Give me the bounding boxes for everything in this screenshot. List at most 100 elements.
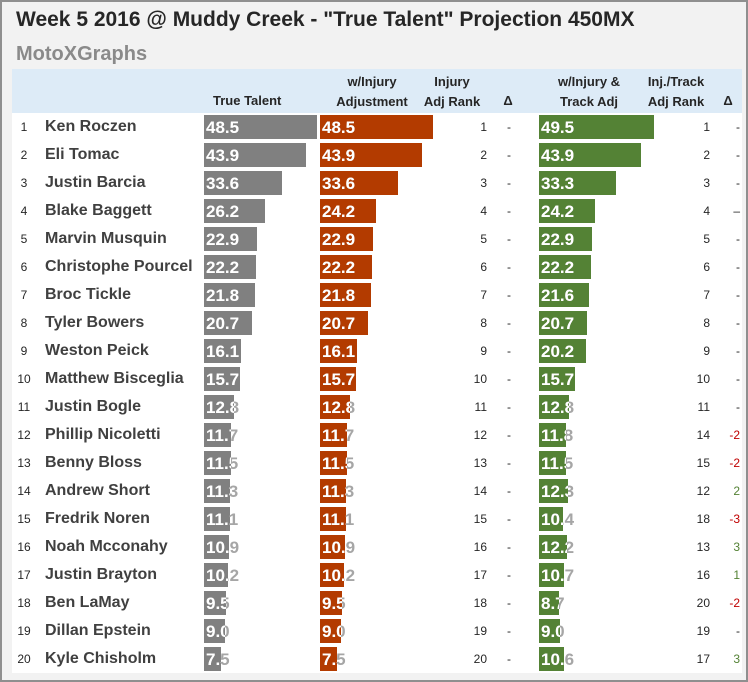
true-talent-value-inbar: 9.0 <box>206 622 225 641</box>
rider-name: Tyler Bowers <box>45 314 145 331</box>
injury-adj-value-clip: 11.5 <box>320 449 347 477</box>
track-adj-value-inbar: 21.6 <box>541 286 575 305</box>
track-adj-bar <box>539 283 590 307</box>
true-talent-bar <box>204 619 225 643</box>
table-body: 1 Ken Roczen 48.5 48.5 48.5 48.5 1-49.5 49.5 1-2… <box>12 113 742 673</box>
true-talent-value: 7.5 <box>206 650 230 669</box>
track-adj-value-inbar: 22.9 <box>541 230 575 249</box>
track-adj-value: 33.3 <box>541 174 575 193</box>
injury-adj-value: 10.9 <box>322 538 356 557</box>
track-adj-rank: 14 <box>696 428 710 442</box>
track-adj-value-clip: 15.7 <box>539 365 575 393</box>
track-adj-value-inbar: 20.7 <box>541 314 575 333</box>
injury-adj-value-clip: 24.2 <box>320 197 376 225</box>
injury-adj-value-clip: 10.2 <box>320 561 344 589</box>
true-talent-value-clip: 33.6 <box>204 169 282 197</box>
injury-adj-value-clip: 12.8 <box>320 393 350 421</box>
rider-name: Matthew Bisceglia <box>45 370 184 387</box>
true-talent-value-inbar: 22.2 <box>206 258 240 277</box>
track-adj-rank: 10 <box>696 372 710 386</box>
true-talent-bar <box>204 143 306 167</box>
injury-adj-bar <box>320 283 371 307</box>
track-adj-bar <box>539 535 568 559</box>
delta-track: 3 <box>733 652 740 666</box>
track-adj-rank: 18 <box>696 512 710 526</box>
track-adj-value-inbar: 20.2 <box>541 342 575 361</box>
track-adj-value-inbar: 11.5 <box>541 454 566 473</box>
row-number: 4 <box>20 204 28 218</box>
delta-injury: - <box>507 176 511 190</box>
true-talent-value: 11.1 <box>206 510 239 529</box>
true-talent-value: 9.5 <box>206 594 230 613</box>
brand-label: MotoXGraphs <box>16 43 148 65</box>
true-talent-value-clip: 22.2 <box>204 253 256 281</box>
track-adj-value-clip: 11.8 <box>539 421 566 449</box>
track-adj-value-inbar: 33.3 <box>541 174 575 193</box>
injury-adj-value: 24.2 <box>322 202 356 221</box>
injury-adj-rank: 15 <box>473 512 487 526</box>
injury-adj-value-clip: 9.0 <box>320 617 341 645</box>
row-number: 11 <box>17 400 31 414</box>
delta-track: - <box>736 400 740 414</box>
track-adj-rank: 1 <box>703 120 710 134</box>
true-talent-value-clip: 11.5 <box>204 449 231 477</box>
delta-track: 2 <box>733 484 740 498</box>
table-header: True Talent w/Injury Adjustment Injury A… <box>12 69 742 113</box>
rider-name: Christophe Pourcel <box>45 258 193 275</box>
true-talent-value-inbar: 43.9 <box>206 146 240 165</box>
injury-adj-rank: 1 <box>480 120 487 134</box>
true-talent-value: 26.2 <box>206 202 240 221</box>
delta-injury: - <box>507 372 511 386</box>
true-talent-bar <box>204 115 317 139</box>
table-row: 3 Justin Barcia 33.6 33.6 33.6 33.6 3-33.3 33.3… <box>12 169 742 197</box>
true-talent-value-clip: 10.2 <box>204 561 228 589</box>
delta-track: - <box>736 232 740 246</box>
true-talent-value-inbar: 21.8 <box>206 286 240 305</box>
injury-adj-value: 11.3 <box>322 482 355 501</box>
true-talent-bar <box>204 283 255 307</box>
track-adj-rank: 11 <box>697 400 710 414</box>
injury-adj-value: 10.2 <box>322 566 356 585</box>
injury-adj-value: 43.9 <box>322 146 356 165</box>
injury-adj-bar <box>320 367 357 391</box>
track-adj-rank: 20 <box>696 596 710 610</box>
track-adj-value: 49.5 <box>541 118 575 137</box>
track-adj-value: 11.8 <box>541 426 574 445</box>
row-number: 7 <box>20 288 28 302</box>
injury-adj-rank: 17 <box>473 568 487 582</box>
track-adj-value-clip: 8.7 <box>539 589 559 617</box>
true-talent-bar <box>204 423 232 447</box>
track-adj-value-inbar: 49.5 <box>541 118 575 137</box>
true-talent-bar <box>204 591 227 615</box>
track-adj-value-clip: 10.7 <box>539 561 564 589</box>
rider-name: Dillan Epstein <box>45 622 151 639</box>
track-adj-value-clip: 24.2 <box>539 197 595 225</box>
injury-adj-bar <box>320 339 358 363</box>
delta-track: - <box>736 316 740 330</box>
rider-name: Justin Brayton <box>45 566 158 583</box>
injury-adj-value-clip: 9.5 <box>320 589 342 617</box>
delta-track: -2 <box>729 456 740 470</box>
injury-adj-value-inbar: 21.8 <box>322 286 356 305</box>
injury-adj-bar <box>320 395 350 419</box>
delta-injury: - <box>507 512 511 526</box>
track-adj-value: 8.7 <box>541 594 565 613</box>
injury-adj-rank: 3 <box>480 176 487 190</box>
track-adj-value-clip: 33.3 <box>539 169 616 197</box>
injury-adj-rank: 13 <box>473 456 487 470</box>
injury-adj-bar <box>320 171 399 195</box>
injury-adj-bar <box>320 647 338 671</box>
delta-track: 3 <box>733 540 740 554</box>
track-adj-value-clip: 12.8 <box>539 393 569 421</box>
row-number: 9 <box>20 344 28 358</box>
true-talent-value: 11.7 <box>206 426 239 445</box>
track-adj-bar <box>539 451 566 475</box>
injury-adj-value-inbar: 15.7 <box>322 370 356 389</box>
injury-adj-value-clip: 11.1 <box>320 505 346 533</box>
